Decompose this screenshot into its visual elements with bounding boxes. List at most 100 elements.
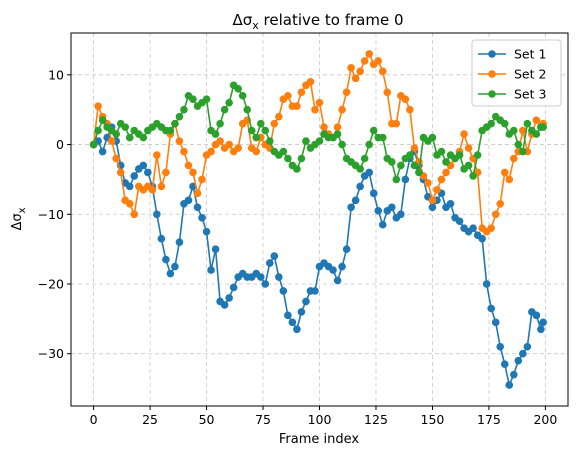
x-tick-label: 25: [142, 412, 158, 427]
data-point: [378, 133, 387, 142]
data-point: [455, 217, 464, 226]
data-point: [284, 91, 292, 100]
x-tick-label: 150: [421, 412, 445, 427]
data-point: [378, 220, 387, 229]
data-point: [509, 126, 518, 135]
data-point: [351, 74, 360, 83]
data-point: [446, 200, 455, 208]
data-point: [275, 112, 283, 121]
legend: Set 1 Set 2 Set 3: [471, 39, 562, 107]
data-point: [356, 165, 364, 173]
data-point: [139, 133, 148, 142]
x-tick-label: 125: [364, 412, 388, 427]
y-tick-label: −10: [38, 207, 64, 222]
data-point: [256, 273, 265, 281]
data-point: [523, 342, 532, 351]
data-point: [125, 133, 134, 142]
data-point: [125, 182, 134, 191]
data-point: [342, 245, 351, 253]
x-tick-label: 0: [90, 412, 98, 427]
data-point: [392, 175, 401, 184]
data-point: [500, 119, 509, 128]
data-point: [369, 189, 378, 198]
data-point: [180, 105, 188, 114]
data-point: [256, 119, 265, 128]
data-point: [311, 105, 319, 114]
data-point: [482, 280, 491, 288]
data-point: [153, 210, 161, 219]
data-point: [496, 342, 505, 351]
data-point: [356, 67, 364, 76]
data-point: [519, 126, 527, 135]
data-point: [532, 116, 541, 124]
data-point: [125, 200, 134, 208]
data-point: [437, 175, 446, 184]
data-point: [487, 119, 495, 128]
data-point: [383, 88, 392, 97]
x-axis: 0 25 50 75 100 125 150 175 200: [90, 406, 557, 427]
data-point: [428, 203, 437, 212]
data-point: [293, 325, 301, 334]
data-point: [193, 189, 202, 198]
data-point: [338, 105, 346, 114]
data-point: [469, 172, 477, 180]
data-point: [523, 119, 532, 128]
data-point: [184, 196, 193, 205]
data-point: [329, 266, 337, 274]
data-point: [266, 259, 274, 267]
data-point: [189, 95, 197, 104]
data-point: [311, 287, 319, 295]
data-point: [116, 168, 125, 177]
data-point: [144, 168, 152, 177]
x-tick-label: 100: [308, 412, 332, 427]
data-point: [469, 224, 477, 233]
data-point: [487, 224, 495, 233]
data-point: [234, 144, 242, 152]
legend-label: Set 1: [514, 47, 546, 62]
data-point: [315, 137, 324, 145]
x-tick-label: 200: [533, 412, 557, 427]
data-point: [505, 381, 514, 389]
data-point: [184, 161, 193, 170]
y-axis-label: Δσx: [10, 207, 28, 230]
y-tick-label: 10: [48, 67, 64, 82]
data-point: [347, 64, 355, 72]
data-point: [406, 151, 414, 159]
data-point: [225, 98, 233, 107]
series-2: [89, 50, 547, 236]
data-point: [202, 95, 211, 104]
data-point: [288, 318, 297, 327]
data-point: [505, 175, 514, 184]
data-point: [374, 206, 383, 215]
data-point: [320, 123, 328, 131]
legend-label: Set 3: [514, 87, 546, 102]
data-point: [175, 238, 184, 246]
data-point: [478, 234, 486, 243]
data-point: [293, 165, 301, 173]
data-point: [162, 255, 170, 264]
data-point: [166, 269, 175, 278]
data-point: [491, 210, 500, 219]
data-point: [356, 182, 364, 191]
data-point: [297, 154, 306, 163]
data-point: [487, 304, 495, 313]
data-point: [252, 147, 261, 156]
data-point: [175, 112, 184, 121]
data-point: [189, 168, 197, 177]
data-point: [252, 133, 261, 142]
data-point: [202, 227, 211, 236]
data-point: [537, 325, 545, 334]
data-point: [130, 172, 139, 180]
data-point: [500, 360, 509, 368]
data-point: [207, 266, 215, 274]
y-tick-label: −30: [38, 346, 64, 361]
data-point: [162, 168, 170, 177]
data-point: [338, 140, 346, 149]
legend-item: Set 2: [478, 67, 546, 82]
x-tick-label: 50: [199, 412, 215, 427]
legend-label: Set 2: [514, 67, 546, 82]
data-point: [387, 158, 396, 166]
x-tick-label: 175: [477, 412, 501, 427]
data-point: [171, 119, 179, 128]
y-tick-label: 0: [56, 137, 64, 152]
